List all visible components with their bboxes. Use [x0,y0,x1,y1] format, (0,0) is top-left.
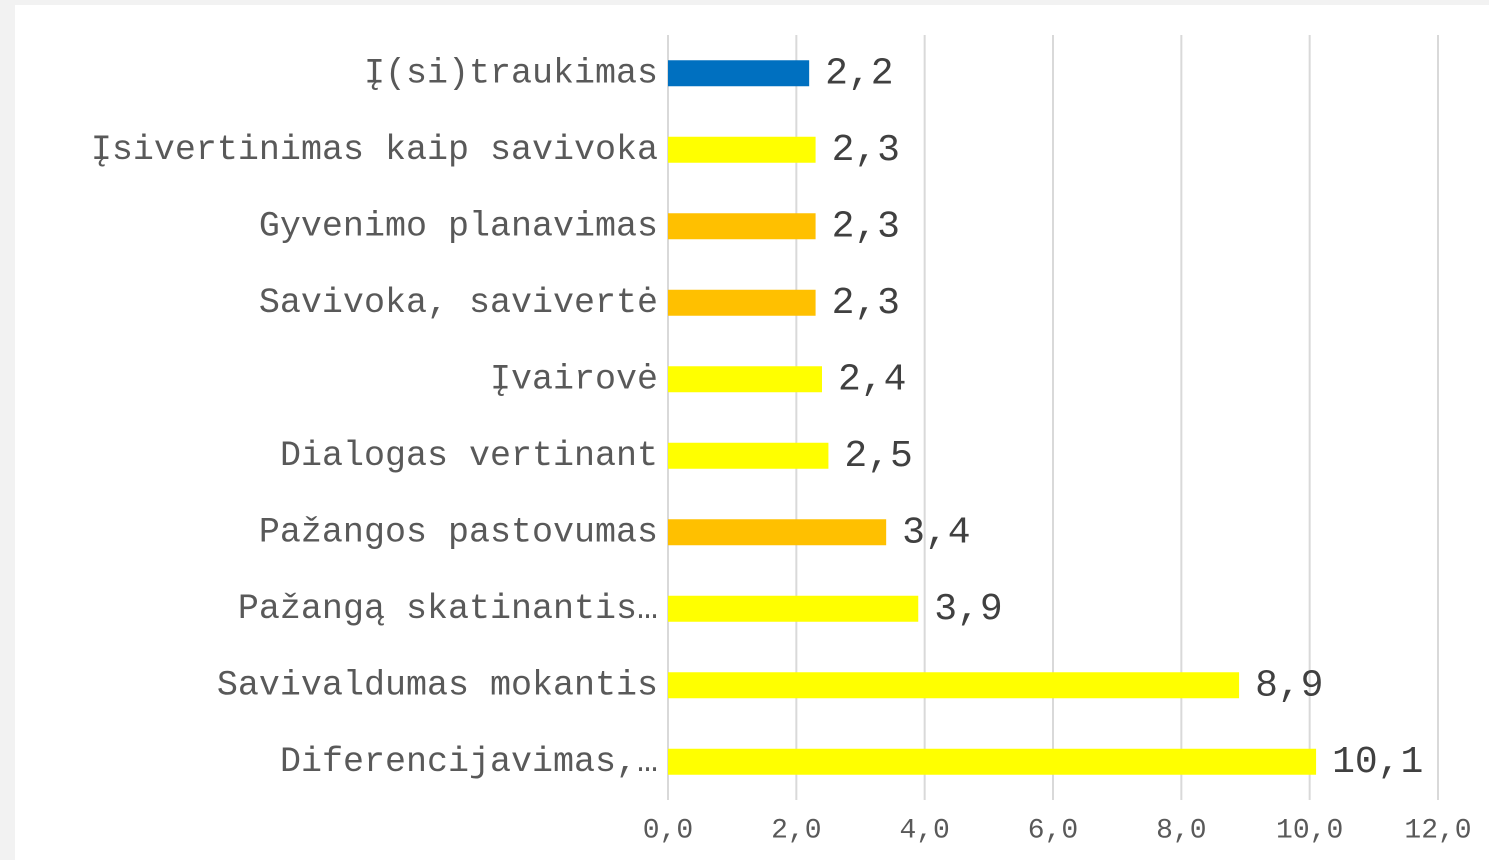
bar [668,519,887,546]
y-tick-label: Savivaldumas mokantis [217,666,658,706]
bar [668,289,816,316]
y-tick-label: Įsivertinimas kaip savivoka [91,130,658,170]
value-label: 3,4 [902,511,970,554]
value-label: 2,3 [832,282,900,325]
value-label: 10,1 [1332,741,1423,784]
bar [668,672,1240,699]
value-label: 2,2 [825,52,893,95]
y-tick-label: Įvairovė [490,360,658,400]
x-tick-label: 8,0 [1156,815,1206,846]
value-label: 2,5 [844,435,912,478]
bar [668,136,816,163]
x-tick-label: 10,0 [1276,815,1343,846]
bar [668,60,810,87]
bar [668,366,822,393]
bar [668,442,829,469]
y-tick-label: Gyvenimo planavimas [259,207,658,247]
x-tick-label: 4,0 [899,815,949,846]
value-label: 2,3 [832,129,900,172]
y-tick-label: Pažangą skatinantis… [238,589,658,629]
y-tick-label: Diferencijavimas,… [280,742,658,782]
value-label: 2,3 [832,205,900,248]
bar [668,213,816,240]
x-tick-label: 12,0 [1404,815,1471,846]
bar [668,748,1317,775]
bar [668,595,919,622]
value-label: 8,9 [1255,664,1323,707]
y-tick-label: Pažangos pastovumas [259,513,658,553]
y-tick-label: Dialogas vertinant [280,436,658,476]
x-tick-label: 6,0 [1028,815,1078,846]
value-label: 2,4 [838,358,906,401]
x-tick-label: 2,0 [771,815,821,846]
y-tick-label: Į(si)traukimas [364,54,658,94]
x-tick-label: 0,0 [643,815,693,846]
y-tick-label: Savivoka, savivertė [259,283,658,323]
value-label: 3,9 [934,588,1002,631]
